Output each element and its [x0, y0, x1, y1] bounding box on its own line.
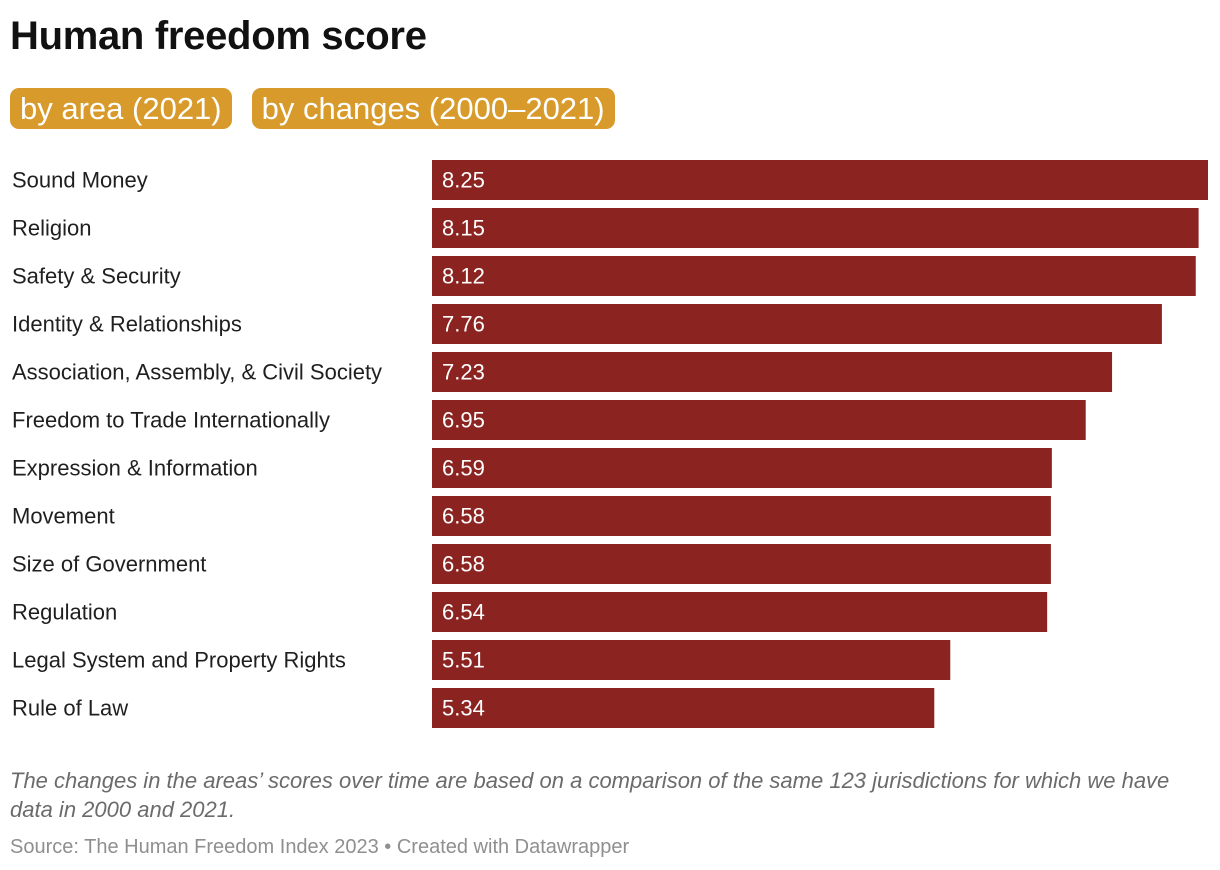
category-label-religion: Religion [12, 216, 92, 241]
value-label-religion: 8.15 [442, 216, 485, 241]
value-label-size-of-government: 6.58 [442, 552, 485, 577]
category-label-identity-relationships: Identity & Relationships [12, 312, 242, 337]
bar-identity-relationships [432, 304, 1162, 344]
category-label-safety-security: Safety & Security [12, 264, 181, 289]
value-label-regulation: 6.54 [442, 600, 485, 625]
category-label-sound-money: Sound Money [12, 168, 148, 193]
category-label-regulation: Regulation [12, 600, 117, 625]
value-label-legal-system-and-property-rights: 5.51 [442, 648, 485, 673]
bar-freedom-to-trade-internationally [432, 400, 1086, 440]
bar-expression-information [432, 448, 1052, 488]
value-label-safety-security: 8.12 [442, 264, 485, 289]
value-label-association-assembly-civil-society: 7.23 [442, 360, 485, 385]
chart-title: Human freedom score [10, 14, 427, 58]
value-label-expression-information: 6.59 [442, 456, 485, 481]
view-tabs: by area (2021) by changes (2000–2021) [10, 88, 615, 129]
value-label-identity-relationships: 7.76 [442, 312, 485, 337]
tab-by-changes[interactable]: by changes (2000–2021) [251, 88, 615, 129]
bar-religion [432, 208, 1199, 248]
category-label-size-of-government: Size of Government [12, 552, 206, 577]
value-label-freedom-to-trade-internationally: 6.95 [442, 408, 485, 433]
tab-by-area[interactable]: by area (2021) [10, 88, 232, 129]
bar-sound-money [432, 160, 1208, 200]
bar-safety-security [432, 256, 1196, 296]
bar-regulation [432, 592, 1048, 632]
bar-association-assembly-civil-society [432, 352, 1113, 392]
value-label-movement: 6.58 [442, 504, 485, 529]
category-label-association-assembly-civil-society: Association, Assembly, & Civil Society [12, 360, 382, 385]
bar-legal-system-and-property-rights [432, 640, 951, 680]
category-label-movement: Movement [12, 504, 115, 529]
value-label-sound-money: 8.25 [442, 168, 485, 193]
chart-notes: The changes in the areas’ scores over ti… [10, 768, 1170, 822]
bar-rule-of-law [432, 688, 935, 728]
chart-source: Source: The Human Freedom Index 2023 • C… [10, 836, 630, 858]
category-label-rule-of-law: Rule of Law [12, 696, 128, 721]
value-label-rule-of-law: 5.34 [442, 696, 485, 721]
bar-chart: Sound Money 8.25 Religion 8.15 Safety & Secu… [12, 160, 1208, 728]
bar-movement [432, 496, 1051, 536]
category-label-legal-system-and-property-rights: Legal System and Property Rights [12, 648, 346, 673]
category-label-freedom-to-trade-internationally: Freedom to Trade Internationally [12, 408, 330, 433]
bar-size-of-government [432, 544, 1051, 584]
category-label-expression-information: Expression & Information [12, 456, 258, 481]
